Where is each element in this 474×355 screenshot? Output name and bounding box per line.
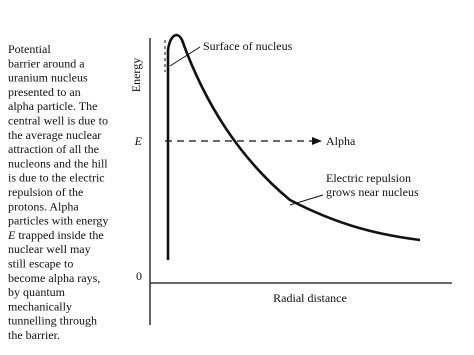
caption-line: protons. Alpha (8, 199, 79, 213)
repulsion-leader (289, 194, 324, 206)
caption-text: trapped inside the (15, 228, 103, 242)
alpha-label: Alpha (326, 134, 356, 148)
arrow-head (312, 137, 322, 145)
caption-line: Potential (8, 42, 51, 56)
y-axis-label: Energy (129, 58, 143, 92)
potential-curve (166, 33, 421, 260)
caption-line: nuclear well may (8, 242, 91, 256)
caption-line: nucleons and the hill (8, 156, 108, 170)
caption-line: become alpha rays, (8, 271, 100, 285)
repulsion-label: Electric repulsion (326, 171, 411, 185)
caption-line: attraction of all the (8, 142, 99, 156)
caption-line: E trapped inside the (7, 228, 104, 242)
caption-line: uranium nucleus (8, 71, 88, 85)
caption-line: is due to the electric (8, 171, 105, 185)
caption-line: central well is due to (8, 114, 108, 128)
caption-line: presented to an (8, 85, 81, 99)
surface-label: Surface of nucleus (203, 39, 293, 53)
caption-line: barrier around a (8, 56, 85, 70)
figure-labels: Energy Radial distance E 0 Surface of nu… (129, 39, 419, 305)
energy-tick: E (134, 134, 143, 148)
caption-line: particles with energy (8, 214, 108, 228)
figure (149, 33, 452, 325)
caption-line: repulsion of the (8, 185, 83, 199)
surface-leader (169, 46, 201, 67)
zero-tick: 0 (136, 269, 142, 283)
caption-line: alpha particle. The (8, 99, 97, 113)
caption-line: still escape to (8, 257, 73, 271)
caption-line: the barrier. (8, 328, 60, 342)
caption-line: by quantum (8, 285, 66, 299)
caption-emphasis: E (7, 228, 16, 242)
x-axis-label: Radial distance (273, 291, 347, 305)
caption-line: mechanically (8, 299, 72, 313)
repulsion-label: grows near nucleus (326, 185, 419, 199)
caption-line: tunnelling through (8, 314, 97, 328)
caption-line: the average nuclear (8, 128, 101, 142)
